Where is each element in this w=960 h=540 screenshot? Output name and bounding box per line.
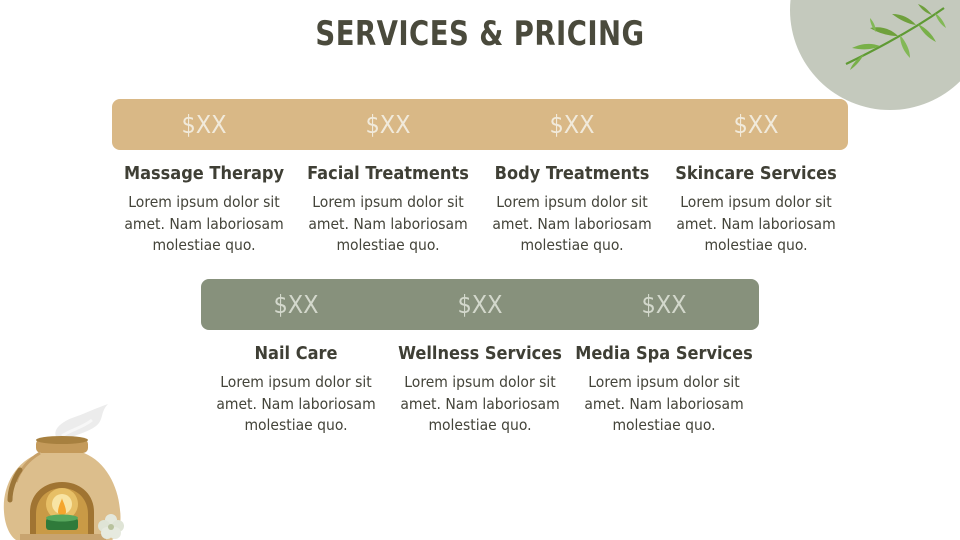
price-massage: $XX [181,110,227,139]
price-band-row1: $XX $XX $XX $XX [112,99,848,150]
page-title: SERVICES & PRICING [315,14,645,54]
service-name-nail: Nail Care [254,343,338,364]
price-facial: $XX [365,110,411,139]
service-name-body: Body Treatments [494,163,650,184]
service-desc-body: Lorem ipsum dolor sit amet. Nam laborios… [492,193,652,254]
service-desc-wellness: Lorem ipsum dolor sit amet. Nam laborios… [400,373,560,434]
service-desc-nail: Lorem ipsum dolor sit amet. Nam laborios… [216,373,376,434]
service-desc-media-spa: Lorem ipsum dolor sit amet. Nam laborios… [584,373,744,434]
service-name-skincare: Skincare Services [675,163,837,184]
service-name-wellness: Wellness Services [398,343,562,364]
price-wellness: $XX [457,290,503,319]
leaf-sprig-icon [845,4,946,70]
service-name-facial: Facial Treatments [307,163,469,184]
price-media-spa: $XX [641,290,687,319]
price-nail: $XX [273,290,319,319]
aroma-lamp-icon [3,404,121,540]
price-skincare: $XX [733,110,779,139]
price-body: $XX [549,110,595,139]
service-desc-facial: Lorem ipsum dolor sit amet. Nam laborios… [308,193,468,254]
service-desc-massage: Lorem ipsum dolor sit amet. Nam laborios… [124,193,284,254]
price-band-row2: $XX $XX $XX [201,279,759,330]
service-desc-skincare: Lorem ipsum dolor sit amet. Nam laborios… [676,193,836,254]
service-name-media-spa: Media Spa Services [575,343,753,364]
flower-icon [98,514,124,539]
service-name-massage: Massage Therapy [123,163,285,184]
